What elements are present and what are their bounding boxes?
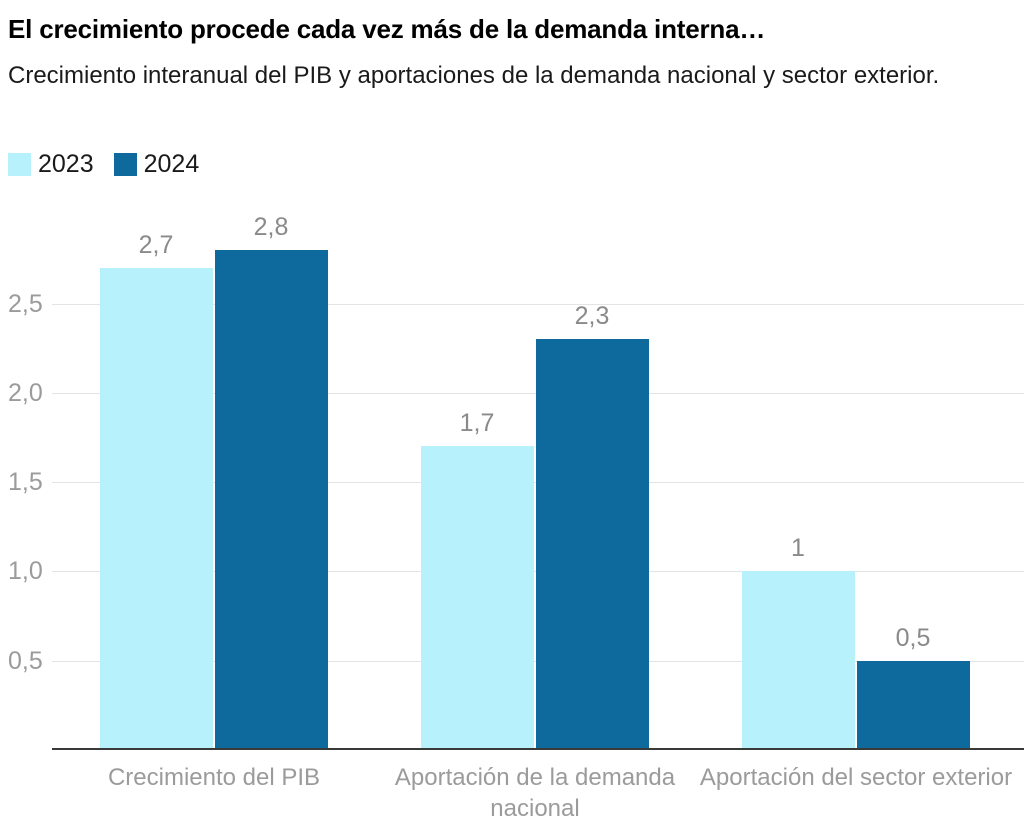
- value-label-2023-aportacion-del-sector-exterior: 1: [791, 534, 805, 562]
- x-category-label-aportacion-de-la-demanda-nacional: Aportación de la demanda nacional: [394, 764, 676, 822]
- bar-2023-crecimiento-del-pib: [100, 268, 213, 750]
- bar-2024-crecimiento-del-pib: [215, 250, 328, 750]
- y-tick-label: 2,0: [8, 379, 43, 407]
- chart-legend: 2023 2024: [8, 150, 199, 179]
- bar-2024-aportacion-de-la-demanda-nacional: [536, 339, 649, 750]
- legend-swatch-2023-icon: [8, 153, 31, 176]
- y-tick-label: 1,0: [8, 557, 43, 585]
- x-axis-line: [52, 748, 1024, 750]
- legend-label-2024: 2024: [143, 150, 200, 178]
- legend-item-2023: 2023: [8, 150, 94, 179]
- bar-chart: 0,5 1,0 1,5 2,0 2,5 2,7 2,8 Crecimiento del PIB…: [0, 200, 1024, 834]
- y-tick-label: 2,5: [8, 290, 43, 318]
- legend-item-2024: 2024: [113, 150, 200, 179]
- chart-subtitle: Crecimiento interanual del PIB y aportac…: [8, 62, 940, 89]
- value-label-2023-aportacion-de-la-demanda-nacional: 1,7: [459, 409, 495, 437]
- bar-2023-aportacion-del-sector-exterior: [742, 571, 855, 750]
- value-label-2024-aportacion-de-la-demanda-nacional: 2,3: [574, 302, 610, 330]
- legend-swatch-2024-icon: [113, 153, 137, 176]
- value-label-2024-crecimiento-del-pib: 2,8: [253, 213, 289, 241]
- x-category-label-aportacion-del-sector-exterior: Aportación del sector exterior: [699, 764, 1013, 791]
- value-label-2024-aportacion-del-sector-exterior: 0,5: [895, 624, 931, 652]
- gridline-2-5: [52, 304, 1024, 305]
- bar-2024-aportacion-del-sector-exterior: [857, 661, 970, 750]
- x-category-label-crecimiento-del-pib: Crecimiento del PIB: [107, 764, 321, 791]
- bar-2023-aportacion-de-la-demanda-nacional: [421, 446, 534, 750]
- y-tick-label: 1,5: [8, 468, 43, 496]
- y-tick-label: 0,5: [8, 647, 43, 675]
- chart-title: El crecimiento procede cada vez más de l…: [8, 14, 766, 44]
- value-label-2023-crecimiento-del-pib: 2,7: [138, 231, 174, 259]
- legend-label-2023: 2023: [38, 150, 94, 178]
